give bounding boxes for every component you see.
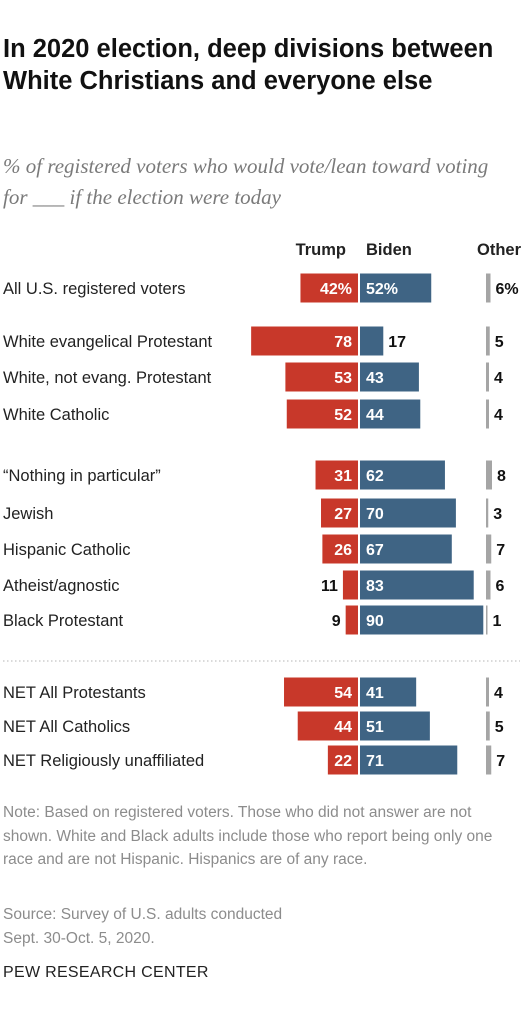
other-value-label: 7 <box>496 542 505 559</box>
diverging-bar-chart: Trump Biden Other All U.S. registered voter… <box>3 241 522 775</box>
other-bar <box>486 677 489 707</box>
biden-value-label: 71 <box>366 753 384 770</box>
biden-bar <box>360 570 474 600</box>
trump-bar <box>286 399 358 429</box>
trump-value-label: 9 <box>332 613 341 630</box>
biden-value-label: 62 <box>366 468 384 485</box>
trump-bar <box>322 534 358 564</box>
biden-value-label: 17 <box>388 334 406 351</box>
trump-bar <box>284 677 358 707</box>
other-bar <box>486 273 491 303</box>
other-bar <box>486 362 489 392</box>
biden-value-label: 51 <box>366 719 384 736</box>
biden-value-label: 44 <box>366 407 384 424</box>
other-value-label: 3 <box>493 506 502 523</box>
other-bar <box>486 711 490 741</box>
biden-value-label: 83 <box>366 578 384 595</box>
other-value-label: 1 <box>493 613 502 630</box>
trump-value-label: 42% <box>320 281 352 298</box>
biden-bar <box>360 460 445 490</box>
biden-bar <box>360 677 417 707</box>
source-line-1: Source: Survey of U.S. adults conducted <box>3 906 283 923</box>
trump-bar <box>315 460 358 490</box>
trump-bar <box>300 273 358 303</box>
other-bar <box>486 399 489 429</box>
biden-value-label: 70 <box>366 506 384 523</box>
trump-bar <box>321 498 358 528</box>
trump-bar <box>251 326 358 356</box>
other-value-label: 7 <box>496 753 505 770</box>
biden-value-label: 43 <box>366 370 384 387</box>
biden-value-label: 52% <box>366 281 398 298</box>
row-label: Hispanic Catholic <box>3 541 130 559</box>
row-label: NET All Catholics <box>3 718 130 736</box>
other-bar <box>486 460 492 490</box>
biden-value-label: 90 <box>366 613 384 630</box>
biden-bar <box>360 605 484 635</box>
row-label: Jewish <box>3 505 53 523</box>
biden-bar <box>360 273 432 303</box>
chart-source: Source: Survey of U.S. adults conducted … <box>3 903 518 950</box>
row-label: Atheist/agnostic <box>3 577 119 595</box>
trump-value-label: 27 <box>334 506 352 523</box>
column-header-trump: Trump <box>296 241 346 259</box>
column-header-other: Other <box>477 241 522 259</box>
trump-value-label: 11 <box>321 578 338 595</box>
other-value-label: 4 <box>494 685 503 702</box>
trump-bar <box>285 362 358 392</box>
other-value-label: 5 <box>495 334 504 351</box>
other-bar <box>486 605 488 635</box>
row-label: Black Protestant <box>3 612 124 630</box>
other-value-label: 5 <box>495 719 504 736</box>
trump-value-label: 78 <box>334 334 352 351</box>
chart-title: In 2020 election, deep divisions between… <box>3 35 494 95</box>
trump-bar <box>327 745 358 775</box>
biden-value-label: 67 <box>366 542 384 559</box>
other-value-label: 8 <box>497 468 506 485</box>
row-label: White, not evang. Protestant <box>3 369 212 387</box>
row-label: “Nothing in particular” <box>3 467 161 485</box>
row-label: White Catholic <box>3 406 109 424</box>
biden-bar <box>360 326 384 356</box>
trump-value-label: 54 <box>334 685 352 702</box>
trump-value-label: 52 <box>334 407 352 424</box>
other-bar <box>486 326 490 356</box>
row-label: NET Religiously unaffiliated <box>3 752 204 770</box>
source-line-2: Sept. 30-Oct. 5, 2020. <box>3 929 155 947</box>
other-value-label: 6% <box>496 281 519 298</box>
biden-bar <box>360 362 419 392</box>
biden-bar <box>360 498 456 528</box>
chart-note: Note: Based on registered voters. Those … <box>3 804 493 868</box>
trump-value-label: 31 <box>334 468 352 485</box>
row-label: White evangelical Protestant <box>3 333 213 351</box>
other-value-label: 4 <box>494 370 503 387</box>
biden-bar <box>360 745 458 775</box>
trump-bar <box>297 711 358 741</box>
column-header-biden: Biden <box>366 241 412 259</box>
trump-value-label: 26 <box>334 542 352 559</box>
row-label: NET All Protestants <box>3 684 146 702</box>
other-bar <box>486 570 491 600</box>
trump-bar <box>345 605 358 635</box>
organization-credit: PEW RESEARCH CENTER <box>3 964 209 981</box>
other-bar <box>486 745 492 775</box>
biden-bar <box>360 534 452 564</box>
row-label: All U.S. registered voters <box>3 280 185 298</box>
other-value-label: 4 <box>494 407 503 424</box>
other-bar <box>486 534 492 564</box>
trump-bar <box>342 570 358 600</box>
trump-value-label: 44 <box>334 719 352 736</box>
trump-value-label: 53 <box>334 370 352 387</box>
biden-bar <box>360 711 430 741</box>
other-value-label: 6 <box>496 578 505 595</box>
trump-value-label: 22 <box>334 753 352 770</box>
chart-subtitle: % of registered voters who would vote/le… <box>3 154 489 209</box>
other-bar <box>486 498 489 528</box>
biden-value-label: 41 <box>366 685 384 702</box>
biden-bar <box>360 399 421 429</box>
